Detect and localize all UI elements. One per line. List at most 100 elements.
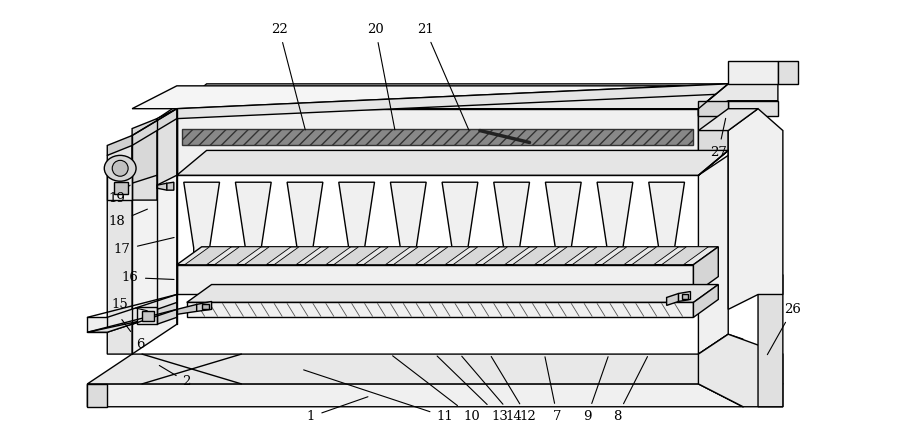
Polygon shape [177, 84, 728, 119]
Polygon shape [698, 354, 783, 407]
Text: 8: 8 [612, 356, 648, 423]
Polygon shape [423, 247, 470, 265]
Polygon shape [602, 247, 649, 265]
Polygon shape [177, 116, 728, 155]
Text: 26: 26 [767, 303, 801, 355]
Polygon shape [698, 109, 758, 131]
Polygon shape [393, 247, 440, 265]
Polygon shape [187, 285, 718, 302]
Polygon shape [137, 307, 157, 324]
Polygon shape [87, 384, 107, 407]
Polygon shape [157, 109, 177, 185]
Polygon shape [132, 175, 157, 200]
Polygon shape [202, 304, 208, 310]
Polygon shape [185, 247, 231, 265]
Polygon shape [107, 135, 132, 354]
Polygon shape [339, 182, 375, 258]
Ellipse shape [105, 155, 136, 181]
Polygon shape [142, 311, 154, 321]
Polygon shape [390, 182, 426, 258]
Polygon shape [778, 61, 798, 84]
Polygon shape [177, 109, 698, 175]
Polygon shape [728, 61, 778, 84]
Polygon shape [453, 247, 500, 265]
Text: 12: 12 [491, 356, 536, 423]
Polygon shape [177, 247, 718, 265]
Polygon shape [274, 247, 321, 265]
Polygon shape [132, 119, 157, 185]
Polygon shape [177, 84, 728, 109]
Text: 9: 9 [583, 357, 608, 423]
Polygon shape [245, 247, 291, 265]
Polygon shape [698, 84, 728, 175]
Polygon shape [177, 304, 197, 314]
Polygon shape [87, 317, 107, 332]
Polygon shape [698, 111, 728, 354]
Polygon shape [682, 295, 689, 299]
Polygon shape [442, 182, 478, 258]
Text: 16: 16 [122, 271, 174, 284]
Polygon shape [679, 292, 691, 301]
Polygon shape [662, 247, 708, 265]
Text: 11: 11 [304, 370, 453, 423]
Text: 19: 19 [109, 185, 130, 205]
Polygon shape [545, 182, 581, 258]
Polygon shape [632, 247, 679, 265]
Polygon shape [184, 182, 219, 258]
Text: 10: 10 [392, 356, 480, 423]
Polygon shape [107, 175, 132, 200]
Polygon shape [728, 101, 778, 116]
Polygon shape [758, 275, 783, 407]
Polygon shape [597, 182, 632, 258]
Polygon shape [107, 295, 177, 332]
Polygon shape [572, 247, 619, 265]
Text: 20: 20 [367, 23, 395, 130]
Text: 2: 2 [159, 366, 191, 388]
Polygon shape [87, 354, 758, 384]
Polygon shape [494, 182, 530, 258]
Polygon shape [177, 135, 728, 175]
Polygon shape [483, 247, 530, 265]
Polygon shape [698, 334, 783, 407]
Polygon shape [157, 183, 167, 190]
Text: 14: 14 [461, 356, 522, 423]
Text: 1: 1 [307, 397, 368, 423]
Polygon shape [157, 302, 177, 324]
Polygon shape [334, 247, 380, 265]
Polygon shape [287, 182, 323, 258]
Polygon shape [512, 247, 560, 265]
Polygon shape [197, 301, 212, 311]
Text: 22: 22 [271, 23, 305, 130]
Text: 17: 17 [114, 237, 174, 256]
Polygon shape [693, 285, 718, 317]
Polygon shape [132, 84, 728, 109]
Text: 7: 7 [545, 357, 561, 423]
Polygon shape [187, 302, 693, 317]
Circle shape [112, 160, 128, 176]
Polygon shape [115, 182, 128, 194]
Polygon shape [177, 150, 728, 175]
Polygon shape [364, 247, 410, 265]
Polygon shape [167, 182, 174, 190]
Polygon shape [132, 109, 177, 145]
Polygon shape [87, 310, 177, 332]
Polygon shape [649, 182, 684, 258]
Polygon shape [132, 106, 177, 354]
Polygon shape [728, 109, 783, 310]
Polygon shape [698, 84, 778, 116]
Polygon shape [304, 247, 350, 265]
Polygon shape [542, 247, 589, 265]
Text: 27: 27 [710, 118, 727, 159]
Text: 6: 6 [122, 319, 145, 350]
Polygon shape [177, 109, 728, 175]
Polygon shape [698, 101, 728, 116]
Polygon shape [698, 334, 743, 359]
Text: 13: 13 [437, 356, 508, 423]
Polygon shape [107, 135, 132, 155]
Text: 15: 15 [112, 298, 147, 311]
Text: 18: 18 [109, 209, 147, 228]
Polygon shape [236, 182, 271, 258]
Polygon shape [215, 247, 261, 265]
Polygon shape [667, 294, 679, 305]
Polygon shape [182, 129, 693, 145]
